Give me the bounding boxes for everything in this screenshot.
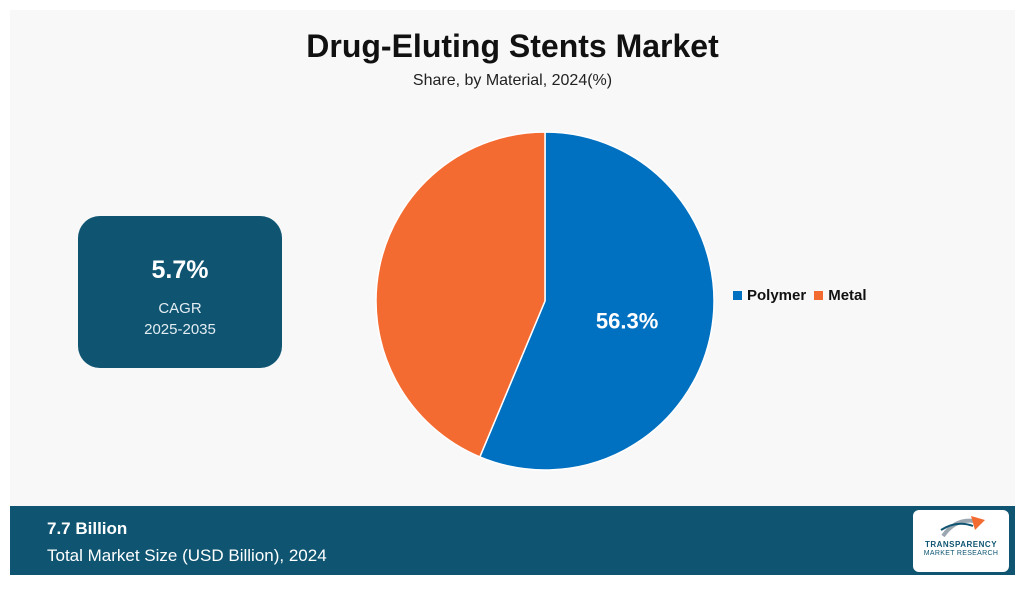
pie-chart: 56.3% [375, 131, 715, 471]
cagr-label: CAGR [158, 300, 202, 317]
cagr-card: 5.7% CAGR 2025-2035 [78, 216, 282, 368]
legend-item-polymer: Polymer [733, 287, 806, 304]
chart-canvas: Drug-Eluting Stents Market Share, by Mat… [10, 10, 1015, 575]
legend-swatch-polymer [733, 291, 742, 300]
market-size-label: Total Market Size (USD Billion), 2024 [47, 546, 327, 565]
cagr-value: 5.7% [151, 256, 209, 284]
company-logo: TRANSPARENCY MARKET RESEARCH [913, 510, 1009, 572]
footer-bar: 7.7 Billion Total Market Size (USD Billi… [10, 506, 1015, 575]
market-size-value: 7.7 Billion [47, 519, 128, 538]
pie-slice-metal [375, 131, 546, 458]
legend-swatch-metal [814, 291, 824, 300]
chart-title: Drug-Eluting Stents Market [306, 28, 719, 64]
data-label-polymer: 56.3% [596, 308, 658, 333]
legend: Polymer Metal [733, 287, 875, 304]
legend-item-metal: Metal [814, 287, 867, 304]
legend-label-polymer: Polymer [747, 287, 807, 304]
cagr-period: 2025-2035 [144, 321, 216, 338]
pie-slice-polymer [478, 131, 715, 471]
chart-subtitle: Share, by Material, 2024(%) [412, 72, 613, 89]
logo-text-line1: TRANSPARENCY [924, 540, 998, 549]
logo-text-line2: MARKET RESEARCH [923, 550, 999, 557]
logo-arrow-icon [940, 516, 985, 538]
legend-label-metal: Metal [828, 287, 867, 304]
